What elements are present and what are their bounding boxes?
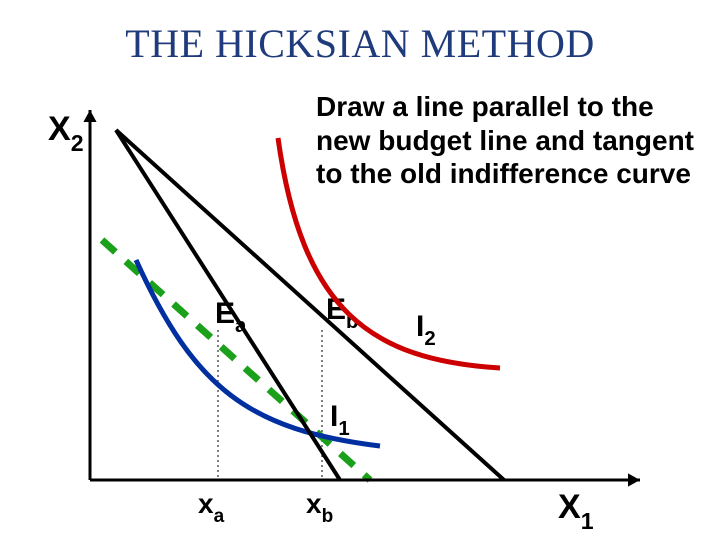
diagram-svg (0, 0, 720, 540)
